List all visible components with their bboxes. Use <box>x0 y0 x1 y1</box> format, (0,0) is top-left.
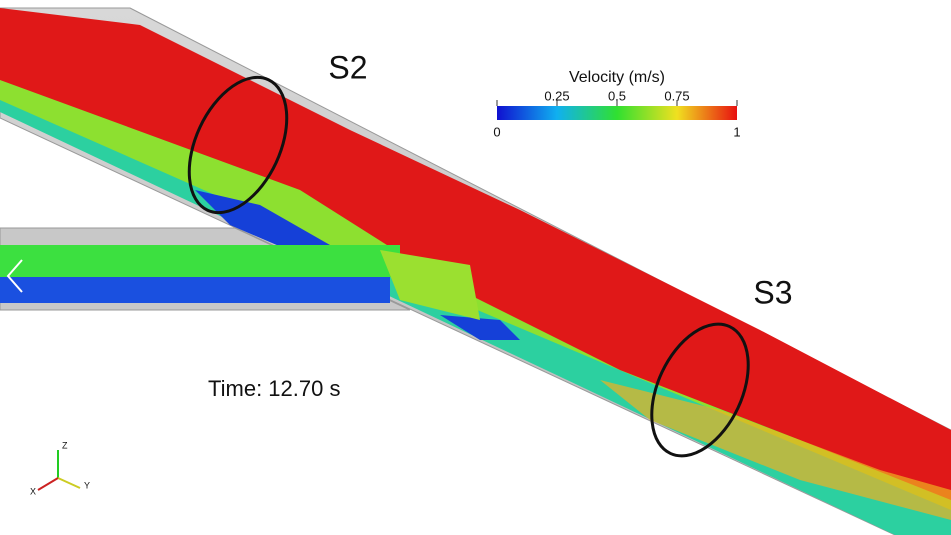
axis-label: Y <box>84 480 90 490</box>
axis-label: Z <box>62 440 68 450</box>
branch-blue <box>0 277 390 303</box>
colorbar-gradient <box>497 106 737 120</box>
axis-label: X <box>30 486 36 496</box>
colorbar-tick-label: 0 <box>493 124 500 139</box>
axis-x <box>38 478 58 490</box>
colorbar-tick-label: 0.25 <box>544 88 569 103</box>
section-label: S2 <box>328 49 367 85</box>
colorbar-tick-label: 0.5 <box>608 88 626 103</box>
colorbar-tick-label: 1 <box>733 124 740 139</box>
branch-green <box>0 245 400 277</box>
colorbar-title: Velocity (m/s) <box>569 69 665 86</box>
section-label: S3 <box>753 274 792 310</box>
colorbar-tick-label: 0.75 <box>664 88 689 103</box>
time-label: Time: 12.70 s <box>208 376 340 401</box>
simulation-view: S2 S3 Time: 12.70 s Z Y X Velocity (m/s)… <box>0 0 951 535</box>
axis-y <box>58 478 80 488</box>
